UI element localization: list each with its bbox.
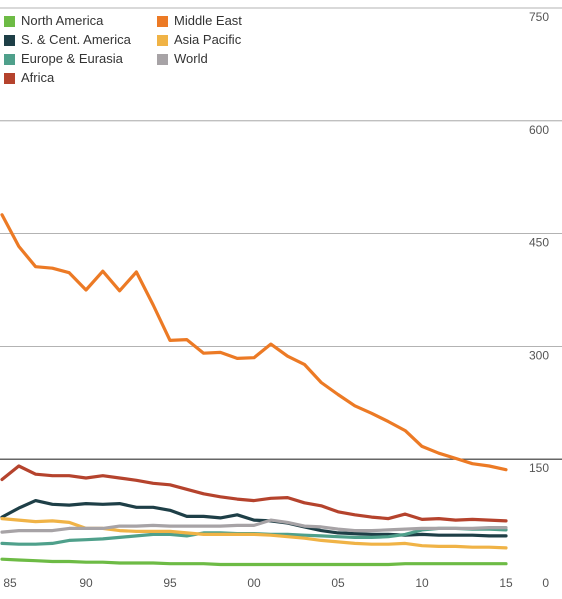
series-lines	[0, 213, 508, 567]
y-tick-label: 600	[529, 123, 549, 137]
legend-swatch	[157, 53, 168, 65]
legend-item: Asia Pacific	[157, 33, 241, 47]
y-tick-label: 0	[542, 576, 549, 590]
legend-label: S. & Cent. America	[21, 32, 131, 47]
x-tick-label: 00	[247, 576, 261, 590]
x-tick-label: 90	[79, 576, 93, 590]
legend-item: World	[157, 52, 208, 66]
legend-label: Middle East	[174, 13, 242, 28]
x-axis-ticks: 85 90 95 00 05 10 15	[3, 576, 513, 590]
legend-item: Middle East	[157, 14, 242, 28]
y-tick-label: 150	[529, 461, 549, 475]
y-tick-label: 300	[529, 348, 549, 362]
series-line-s-cent-america	[0, 499, 508, 538]
legend-label: Europe & Eurasia	[21, 51, 123, 66]
x-tick-label: 85	[3, 576, 17, 590]
legend-swatch	[4, 34, 15, 46]
series-line-africa	[0, 464, 508, 523]
legend-item: Africa	[4, 71, 54, 85]
x-tick-label: 05	[331, 576, 345, 590]
series-line-middle-east	[0, 213, 508, 472]
legend-item: North America	[4, 14, 103, 28]
y-tick-label: 450	[529, 236, 549, 250]
y-axis-ticks: 0 150 300 450 600 750	[529, 10, 549, 590]
legend-label: North America	[21, 13, 104, 28]
x-tick-label: 15	[499, 576, 513, 590]
legend-item: Europe & Eurasia	[4, 52, 123, 66]
series-line-world	[0, 518, 508, 534]
legend-label: World	[174, 51, 208, 66]
legend-swatch	[157, 34, 168, 46]
x-tick-label: 10	[415, 576, 429, 590]
legend-swatch	[4, 53, 15, 65]
gridlines	[0, 7, 562, 460]
legend-label: Asia Pacific	[174, 32, 242, 47]
legend-swatch	[4, 15, 15, 27]
y-tick-label: 750	[529, 10, 549, 24]
legend-swatch	[157, 15, 168, 27]
x-tick-label: 95	[163, 576, 177, 590]
legend-label: Africa	[21, 70, 55, 85]
series-line-north-america	[0, 557, 508, 567]
legend-swatch	[4, 72, 15, 84]
legend-item: S. & Cent. America	[4, 33, 131, 47]
